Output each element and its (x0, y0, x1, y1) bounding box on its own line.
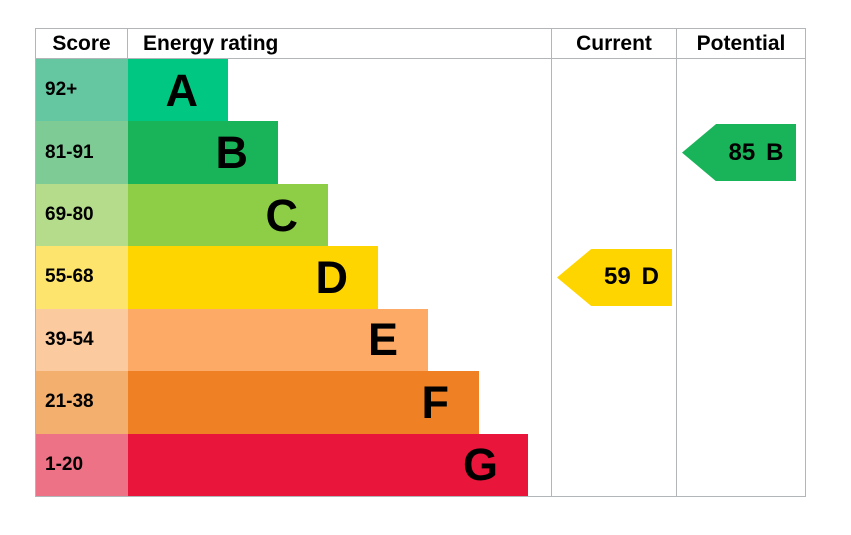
band-score-range: 69-80 (36, 183, 128, 247)
potential-rating-arrow: 85 B (682, 123, 796, 182)
band-letter: C (265, 189, 299, 241)
band-letter: G (462, 439, 498, 491)
header-current: Current (576, 31, 652, 55)
band-score-range: 55-68 (36, 246, 128, 309)
current-rating-score: 59 (603, 263, 631, 291)
band-row: 92+ A (36, 59, 805, 122)
header-energy-rating: Energy rating (143, 31, 279, 55)
band-score-range: 21-38 (36, 371, 128, 434)
band-row: 69-80 C (36, 183, 805, 247)
band-bar: A (128, 59, 228, 122)
current-rating-arrow: 59 D (557, 248, 672, 307)
potential-rating-band-letter: B (766, 138, 784, 166)
band-bar: D (128, 246, 378, 309)
band-letter: F (421, 376, 450, 428)
band-bar: E (128, 308, 428, 372)
potential-column-divider (676, 29, 677, 496)
band-score-range: 81-91 (36, 121, 128, 184)
band-score-range: 39-54 (36, 308, 128, 372)
band-row: 21-38 F (36, 371, 805, 434)
band-bar: B (128, 121, 278, 184)
band-row: 39-54 E (36, 308, 805, 372)
header-score: Score (36, 29, 128, 58)
epc-chart: Score Energy rating Current Potential 92… (35, 28, 806, 497)
band-letter: D (315, 251, 349, 303)
band-row: 81-91 B (36, 121, 805, 184)
band-row: 1-20 G (36, 433, 805, 496)
epc-bands: 92+ A 81-91 B 69-80 C 55-68 D 39-54 E 21… (36, 59, 805, 496)
header-potential: Potential (696, 31, 786, 55)
band-letter: A (165, 64, 199, 116)
band-bar: C (128, 183, 328, 247)
band-bar: F (128, 371, 479, 434)
band-score-range: 92+ (36, 59, 128, 122)
band-row: 55-68 D (36, 246, 805, 309)
band-bar: G (128, 433, 528, 496)
band-letter: B (215, 127, 249, 179)
band-score-range: 1-20 (36, 433, 128, 496)
current-rating-band-letter: D (641, 263, 660, 291)
band-letter: E (367, 314, 398, 366)
current-column-divider (551, 29, 552, 496)
potential-rating-score: 85 (728, 138, 756, 166)
chart-header-row: Score Energy rating Current Potential (36, 29, 805, 59)
